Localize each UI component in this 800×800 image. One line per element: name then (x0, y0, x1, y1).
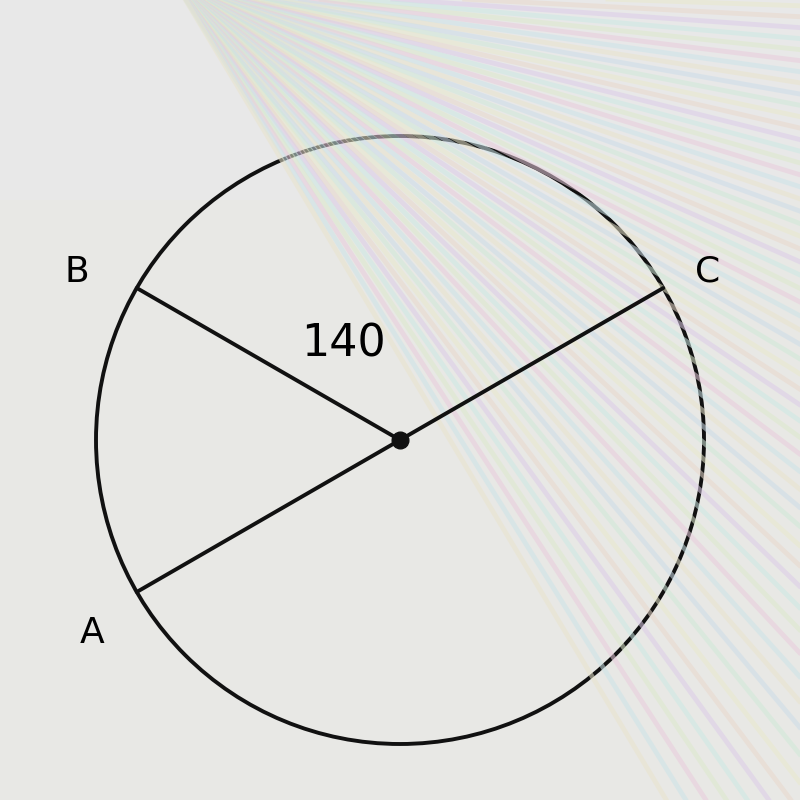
Text: C: C (695, 255, 721, 289)
Text: 140: 140 (302, 322, 386, 366)
Text: B: B (64, 255, 89, 289)
Text: A: A (80, 616, 105, 650)
FancyBboxPatch shape (0, 200, 800, 800)
